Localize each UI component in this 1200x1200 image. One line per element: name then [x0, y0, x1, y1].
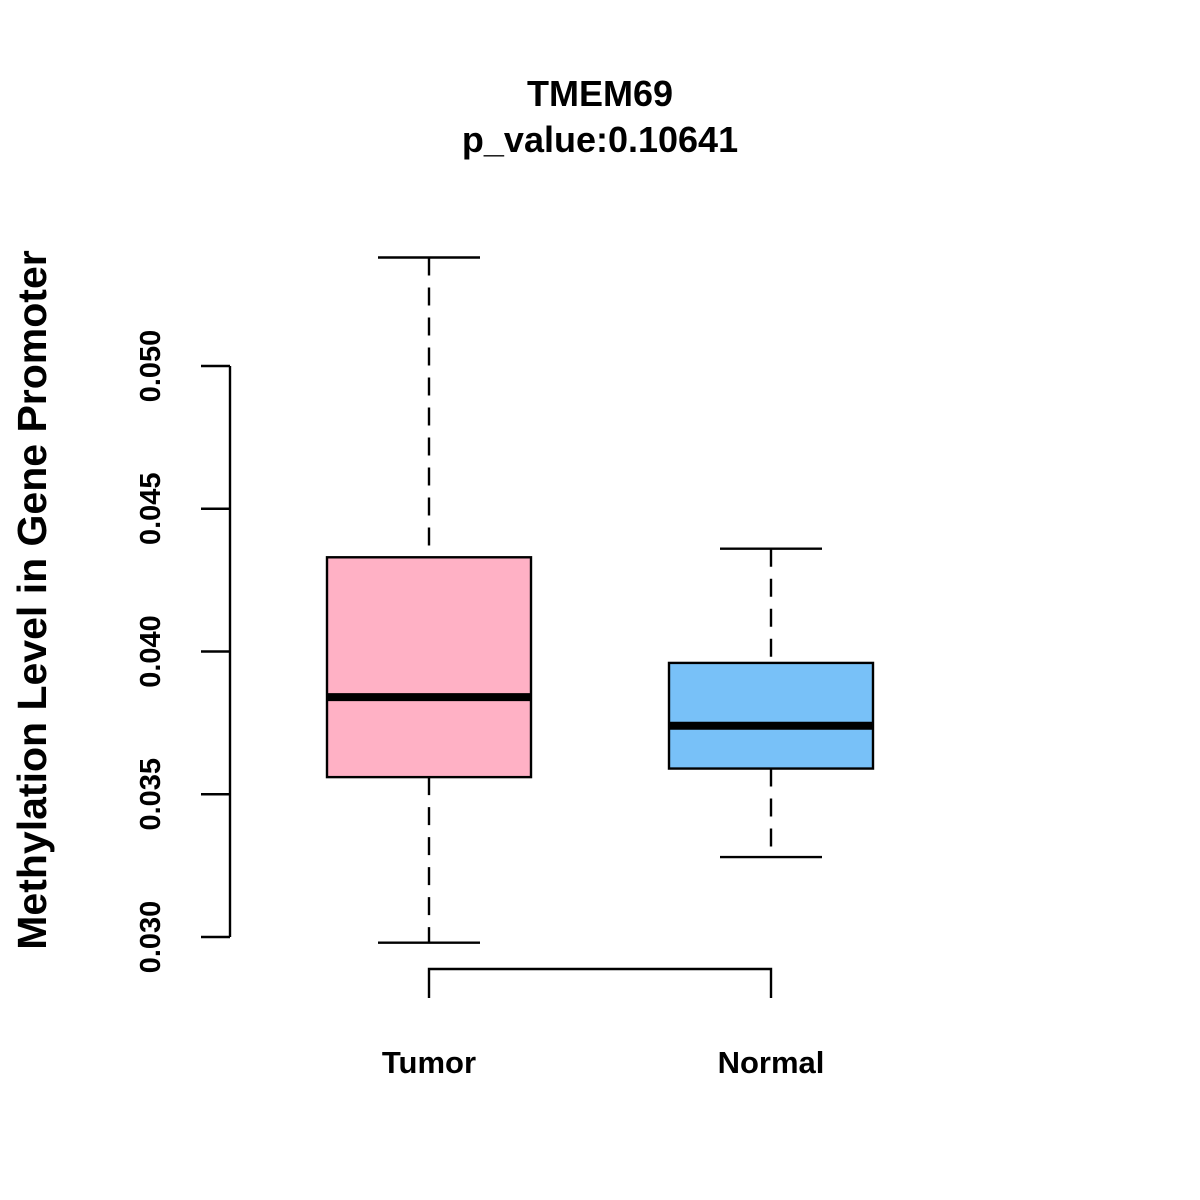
iqr-box — [667, 661, 875, 770]
chart-subtitle: p_value:0.10641 — [462, 119, 738, 160]
iqr-box — [325, 556, 533, 779]
x-axis-labels: Tumor Normal — [382, 1045, 824, 1080]
y-axis-label: Methylation Level in Gene Promoter — [9, 250, 55, 949]
chart-title: TMEM69 — [527, 73, 673, 114]
y-axis: 0.030 0.035 0.040 0.045 0.050 — [135, 330, 232, 974]
x-label-tumor: Tumor — [382, 1045, 476, 1080]
y-tick-label-2: 0.040 — [135, 615, 167, 688]
y-tick-label-1: 0.035 — [135, 758, 167, 831]
box-series — [325, 256, 875, 944]
box-normal — [667, 547, 875, 859]
y-tick-label-4: 0.050 — [135, 330, 167, 403]
x-label-normal: Normal — [718, 1045, 825, 1080]
y-tick-label-0: 0.030 — [135, 901, 167, 974]
box-tumor — [325, 256, 533, 944]
y-tick-label-3: 0.045 — [135, 472, 167, 545]
group-bracket-line — [427, 967, 773, 998]
group-bracket — [427, 967, 773, 998]
